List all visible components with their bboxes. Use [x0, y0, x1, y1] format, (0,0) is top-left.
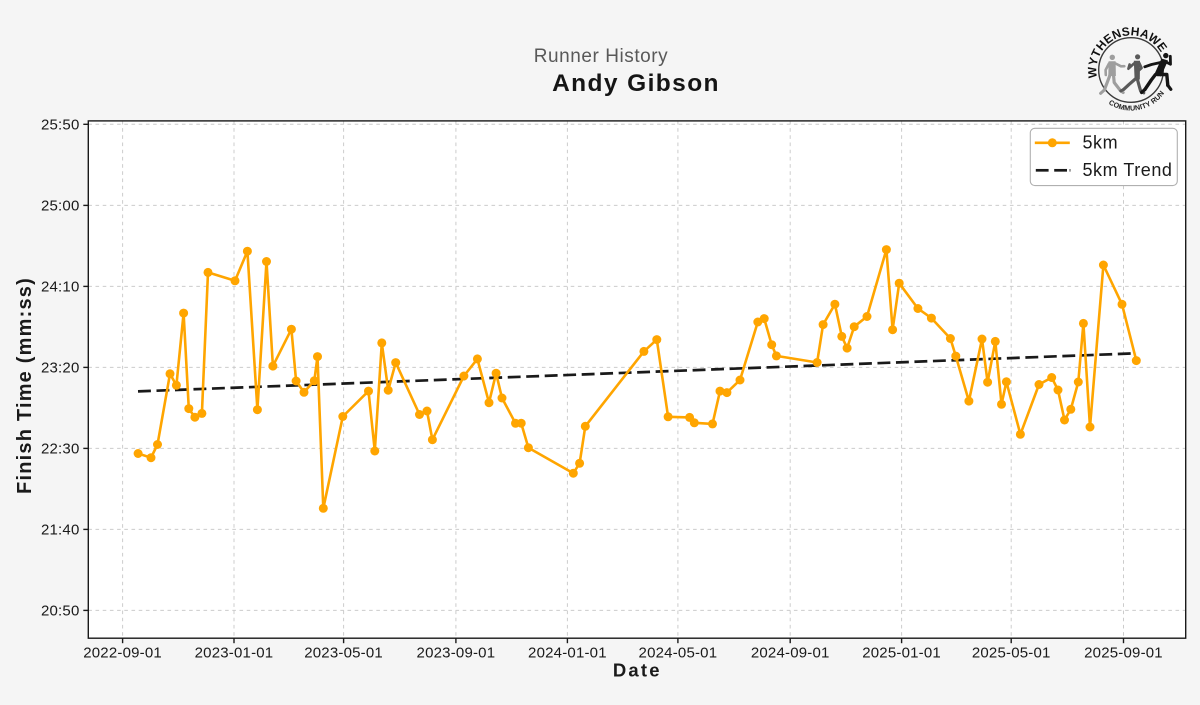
svg-text:2023-05-01: 2023-05-01 [304, 645, 383, 662]
svg-text:2022-09-01: 2022-09-01 [83, 645, 162, 662]
svg-text:24:10: 24:10 [41, 279, 80, 296]
svg-text:21:40: 21:40 [41, 522, 80, 539]
svg-text:Finish Time (mm:ss): Finish Time (mm:ss) [14, 277, 36, 494]
svg-text:2025-09-01: 2025-09-01 [1084, 645, 1163, 662]
svg-text:2023-09-01: 2023-09-01 [417, 645, 496, 662]
svg-text:2025-05-01: 2025-05-01 [972, 645, 1051, 662]
svg-text:20:50: 20:50 [41, 603, 80, 620]
svg-text:2023-01-01: 2023-01-01 [195, 645, 274, 662]
svg-text:5km: 5km [1083, 133, 1119, 153]
svg-text:25:50: 25:50 [41, 117, 80, 134]
svg-text:2024-09-01: 2024-09-01 [751, 645, 830, 662]
svg-text:2025-01-01: 2025-01-01 [862, 645, 941, 662]
svg-text:2024-05-01: 2024-05-01 [639, 645, 718, 662]
svg-text:23:20: 23:20 [41, 360, 80, 377]
svg-text:2024-01-01: 2024-01-01 [528, 645, 607, 662]
svg-text:5km Trend: 5km Trend [1083, 160, 1173, 180]
svg-text:Runner History: Runner History [534, 46, 668, 67]
svg-text:Date: Date [613, 660, 662, 681]
svg-text:22:30: 22:30 [41, 441, 80, 458]
svg-text:25:00: 25:00 [41, 198, 80, 215]
svg-text:Andy Gibson: Andy Gibson [552, 70, 720, 97]
